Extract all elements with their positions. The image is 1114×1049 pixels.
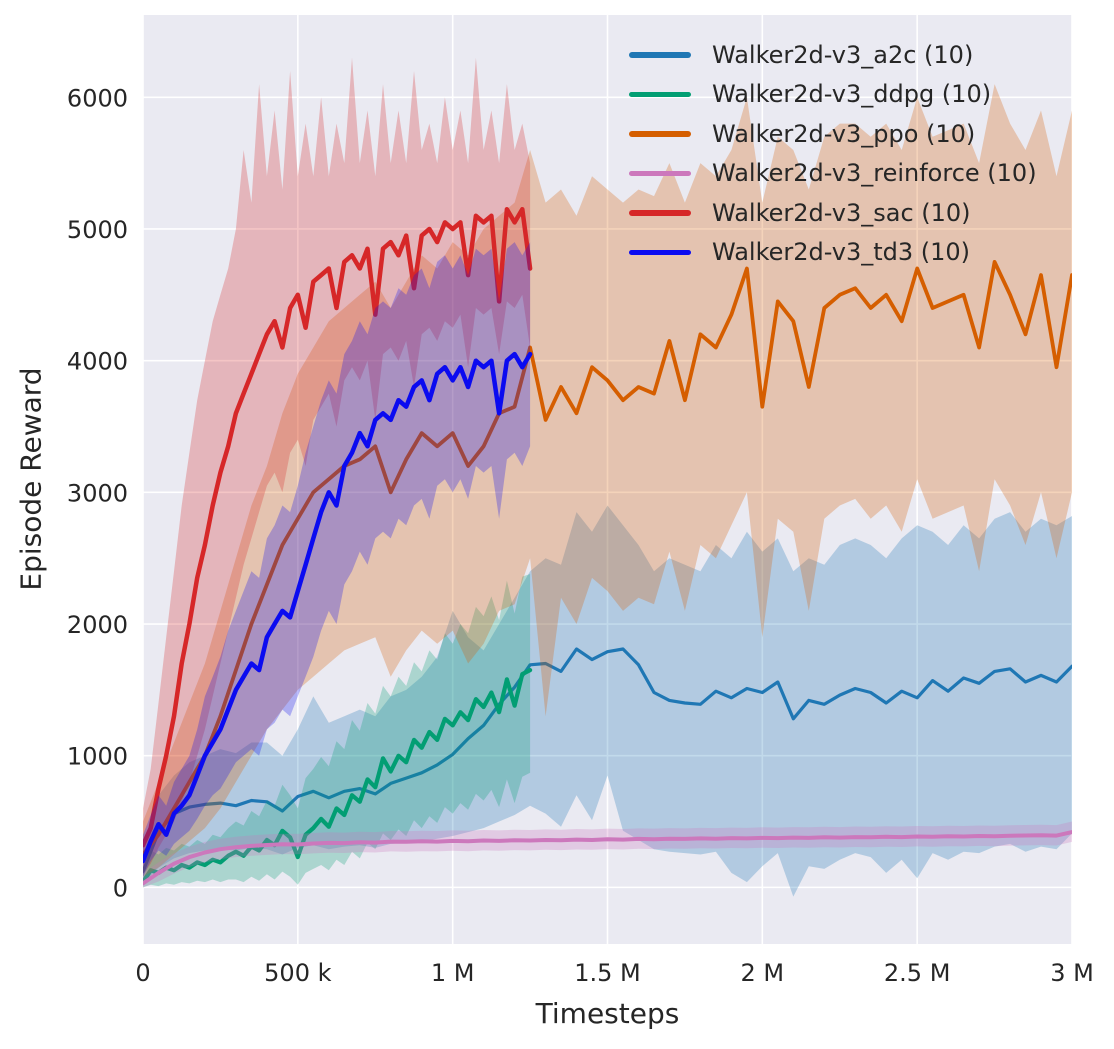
legend: Walker2d-v3_a2c (10) Walker2d-v3_ddpg (10… xyxy=(629,35,1037,272)
legend-swatch-td3 xyxy=(629,249,691,255)
y-tick-label: 3000 xyxy=(67,479,128,507)
y-tick-label: 0 xyxy=(113,874,128,902)
legend-swatch-sac xyxy=(629,210,691,216)
y-tick-label: 6000 xyxy=(67,84,128,112)
series-line-ddpg xyxy=(143,668,533,885)
x-tick-label: 1 M xyxy=(431,959,475,987)
legend-swatch-reinforce xyxy=(629,170,691,176)
series-line-a2c xyxy=(143,647,1072,874)
series-reinforce xyxy=(143,821,1072,888)
legend-item-ddpg: Walker2d-v3_ddpg (10) xyxy=(629,75,1037,115)
y-tick-labels: 0 1000 2000 3000 4000 5000 6000 xyxy=(67,84,128,902)
legend-swatch-ddpg xyxy=(629,91,691,97)
series-sac xyxy=(143,57,533,875)
x-tick-label: 0 xyxy=(135,959,150,987)
series-band-ppo xyxy=(143,84,1072,877)
legend-item-reinforce: Walker2d-v3_reinforce (10) xyxy=(629,154,1037,194)
x-tick-label: 500 k xyxy=(264,959,331,987)
legend-item-a2c: Walker2d-v3_a2c (10) xyxy=(629,35,1037,75)
y-axis-label: Episode Reward xyxy=(14,367,48,591)
series-line-ppo xyxy=(143,260,1072,857)
series-a2c xyxy=(143,505,1072,897)
legend-label-td3: Walker2d-v3_td3 (10) xyxy=(712,238,971,267)
legend-item-ppo: Walker2d-v3_ppo (10) xyxy=(629,114,1037,154)
y-tick-label: 4000 xyxy=(67,348,128,376)
legend-swatch-a2c xyxy=(629,52,691,58)
series-band-sac xyxy=(143,57,531,875)
series-ddpg xyxy=(143,574,533,888)
x-tick-labels: 0 500 k 1 M 1.5 M 2 M 2.5 M 3 M xyxy=(135,959,1093,987)
legend-label-a2c: Walker2d-v3_a2c (10) xyxy=(712,40,974,69)
x-tick-label: 2.5 M xyxy=(884,959,951,987)
gridlines xyxy=(142,15,1073,944)
legend-label-sac: Walker2d-v3_sac (10) xyxy=(712,198,971,227)
legend-swatch-ppo xyxy=(629,131,691,137)
series-line-sac xyxy=(143,206,533,848)
legend-label-ppo: Walker2d-v3_ppo (10) xyxy=(712,119,976,148)
y-tick-label: 1000 xyxy=(67,743,128,771)
x-tick-label: 1.5 M xyxy=(574,959,641,987)
series-band-a2c xyxy=(143,505,1072,897)
series-td3 xyxy=(143,242,533,877)
series-band-td3 xyxy=(143,242,531,877)
y-tick-label: 2000 xyxy=(67,611,128,639)
legend-label-ddpg: Walker2d-v3_ddpg (10) xyxy=(712,80,992,109)
series-line-reinforce xyxy=(143,830,1072,886)
legend-label-reinforce: Walker2d-v3_reinforce (10) xyxy=(712,159,1037,188)
series-line-td3 xyxy=(143,351,533,864)
y-tick-label: 5000 xyxy=(67,216,128,244)
legend-item-td3: Walker2d-v3_td3 (10) xyxy=(629,233,1037,273)
x-axis-label: Timesteps xyxy=(535,997,680,1030)
series-ppo xyxy=(143,84,1072,877)
x-tick-label: 3 M xyxy=(1050,959,1094,987)
legend-item-sac: Walker2d-v3_sac (10) xyxy=(629,193,1037,233)
x-tick-label: 2 M xyxy=(741,959,785,987)
series-band-ddpg xyxy=(143,574,531,888)
